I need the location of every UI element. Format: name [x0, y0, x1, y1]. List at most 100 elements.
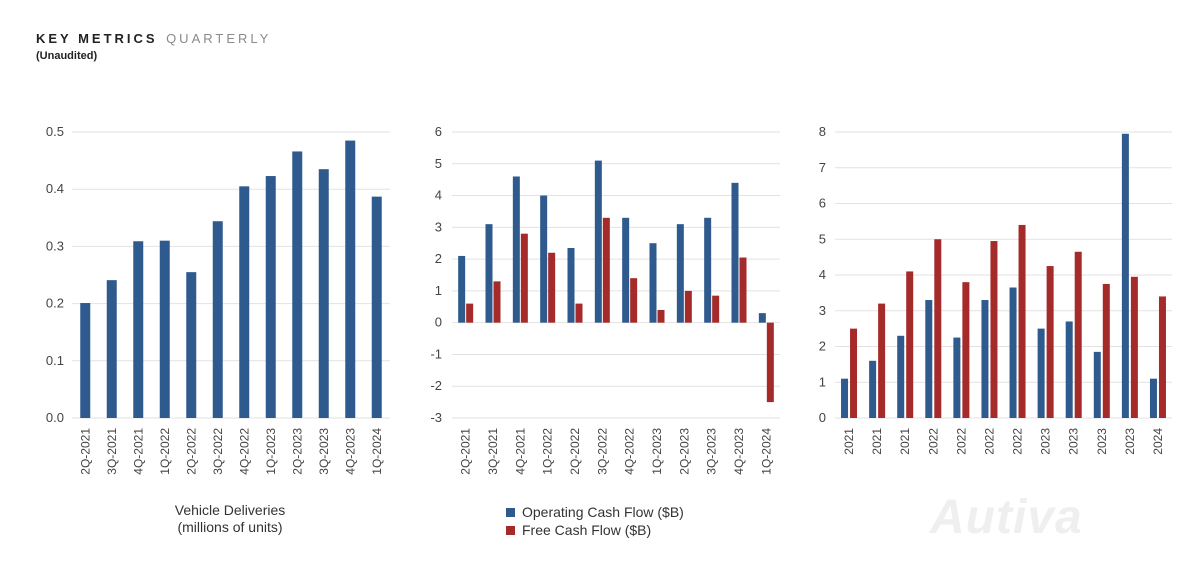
bar-red — [575, 303, 583, 323]
chart1-legend: Operating Cash Flow ($B) Free Cash Flow … — [506, 503, 684, 539]
x-tick-label: 1Q-2024 — [370, 428, 384, 475]
bar-blue — [1149, 378, 1157, 418]
x-tick-label: 4Q-2022 — [623, 428, 637, 475]
x-tick-label: 3Q-2021 — [486, 428, 500, 475]
x-tick-label: 2024 — [1151, 428, 1165, 455]
x-tick-label: 1Q-2024 — [759, 428, 773, 475]
bar-blue — [292, 151, 303, 418]
bar-red — [766, 322, 774, 403]
x-tick-label: 1Q-2023 — [650, 428, 664, 475]
x-tick-label: 1Q-2022 — [158, 428, 172, 475]
bar-blue — [841, 378, 849, 418]
bar-blue — [567, 247, 575, 323]
bar-blue — [265, 176, 276, 418]
bar-blue — [649, 243, 657, 323]
bar-blue — [594, 160, 602, 323]
x-tick-label: 2022 — [954, 428, 968, 455]
bar-blue — [925, 300, 933, 418]
legend-item-fcf: Free Cash Flow ($B) — [506, 521, 684, 539]
x-tick-label: 2Q-2023 — [290, 428, 304, 475]
bar-red — [712, 295, 720, 323]
bar-red — [602, 217, 610, 323]
y-tick-label: 0.1 — [46, 353, 64, 368]
y-tick-label: 2 — [435, 251, 442, 266]
watermark-logo: Autiva — [930, 491, 1083, 544]
y-tick-label: 4 — [435, 188, 442, 203]
bar-blue — [186, 272, 197, 418]
bar-blue — [981, 300, 989, 418]
y-tick-label: 6 — [435, 124, 442, 139]
y-tick-label: -3 — [430, 410, 442, 425]
y-tick-label: 0 — [435, 315, 442, 330]
bar-blue — [1009, 287, 1017, 418]
x-tick-label: 4Q-2023 — [732, 428, 746, 475]
bar-red — [1046, 266, 1054, 418]
bar-red — [684, 290, 692, 323]
y-tick-label: 5 — [819, 231, 826, 246]
x-tick-label: 2022 — [1011, 428, 1025, 455]
bar-red — [990, 241, 998, 418]
bar-blue — [318, 169, 329, 418]
y-tick-label: 8 — [819, 124, 826, 139]
y-tick-label: 0.0 — [46, 410, 64, 425]
bar-red — [1074, 251, 1082, 418]
y-tick-label: 7 — [819, 160, 826, 175]
bar-red — [739, 257, 747, 323]
y-tick-label: 4 — [819, 267, 826, 282]
x-tick-label: 1Q-2023 — [264, 428, 278, 475]
y-tick-label: 5 — [435, 156, 442, 171]
bar-red — [850, 328, 858, 418]
x-tick-label: 2021 — [842, 428, 856, 455]
x-tick-label: 2023 — [1123, 428, 1137, 455]
bar-red — [548, 252, 556, 323]
y-tick-label: 0.2 — [46, 296, 64, 311]
bar-blue — [80, 303, 91, 418]
bar-red — [1018, 224, 1026, 418]
x-tick-label: 2023 — [1067, 428, 1081, 455]
legend-label-ocf: Operating Cash Flow ($B) — [522, 504, 684, 520]
chart0-caption: Vehicle Deliveries (millions of units) — [130, 502, 330, 536]
legend-item-ocf: Operating Cash Flow ($B) — [506, 503, 684, 521]
x-tick-label: 2Q-2023 — [677, 428, 691, 475]
bar-blue — [512, 176, 520, 323]
y-tick-label: -1 — [430, 346, 442, 361]
bar-blue — [458, 255, 466, 323]
x-tick-label: 2Q-2021 — [78, 428, 92, 475]
y-tick-label: 1 — [819, 374, 826, 389]
y-tick-label: 0 — [819, 410, 826, 425]
page-subtitle: (Unaudited) — [36, 50, 98, 62]
bar-blue — [485, 224, 493, 323]
x-tick-label: 2022 — [982, 428, 996, 455]
x-tick-label: 2Q-2021 — [459, 428, 473, 475]
y-tick-label: 3 — [819, 303, 826, 318]
chart0-caption-line2: (millions of units) — [177, 519, 283, 535]
page-header: KEY METRICS QUARTERLY (Unaudited) — [36, 30, 271, 62]
legend-swatch-red — [506, 525, 515, 535]
x-tick-label: 3Q-2021 — [105, 428, 119, 475]
x-tick-label: 2021 — [870, 428, 884, 455]
bar-red — [1158, 296, 1166, 418]
bar-blue — [758, 313, 766, 323]
bar-blue — [731, 182, 739, 323]
bar-blue — [371, 196, 382, 418]
x-tick-label: 4Q-2021 — [131, 428, 145, 475]
bar-red — [630, 278, 638, 323]
bar-red — [1102, 283, 1110, 418]
bar-red — [657, 309, 665, 323]
bar-blue — [1065, 321, 1073, 418]
page-title-accent: QUARTERLY — [166, 31, 272, 46]
bar-blue — [133, 241, 144, 418]
x-tick-label: 2Q-2022 — [568, 428, 582, 475]
x-tick-label: 2021 — [898, 428, 912, 455]
y-tick-label: 0.3 — [46, 238, 64, 253]
x-tick-label: 3Q-2022 — [211, 428, 225, 475]
x-tick-label: 3Q-2023 — [317, 428, 331, 475]
x-tick-label: 4Q-2022 — [237, 428, 251, 475]
bar-blue — [622, 217, 630, 323]
bar-blue — [540, 195, 548, 323]
y-tick-label: 6 — [819, 196, 826, 211]
bar-blue — [1121, 133, 1129, 418]
